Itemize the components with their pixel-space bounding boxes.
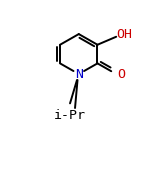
Text: i-Pr: i-Pr — [54, 109, 86, 122]
Text: O: O — [118, 68, 125, 81]
Text: N: N — [75, 67, 83, 81]
Text: OH: OH — [116, 28, 132, 41]
